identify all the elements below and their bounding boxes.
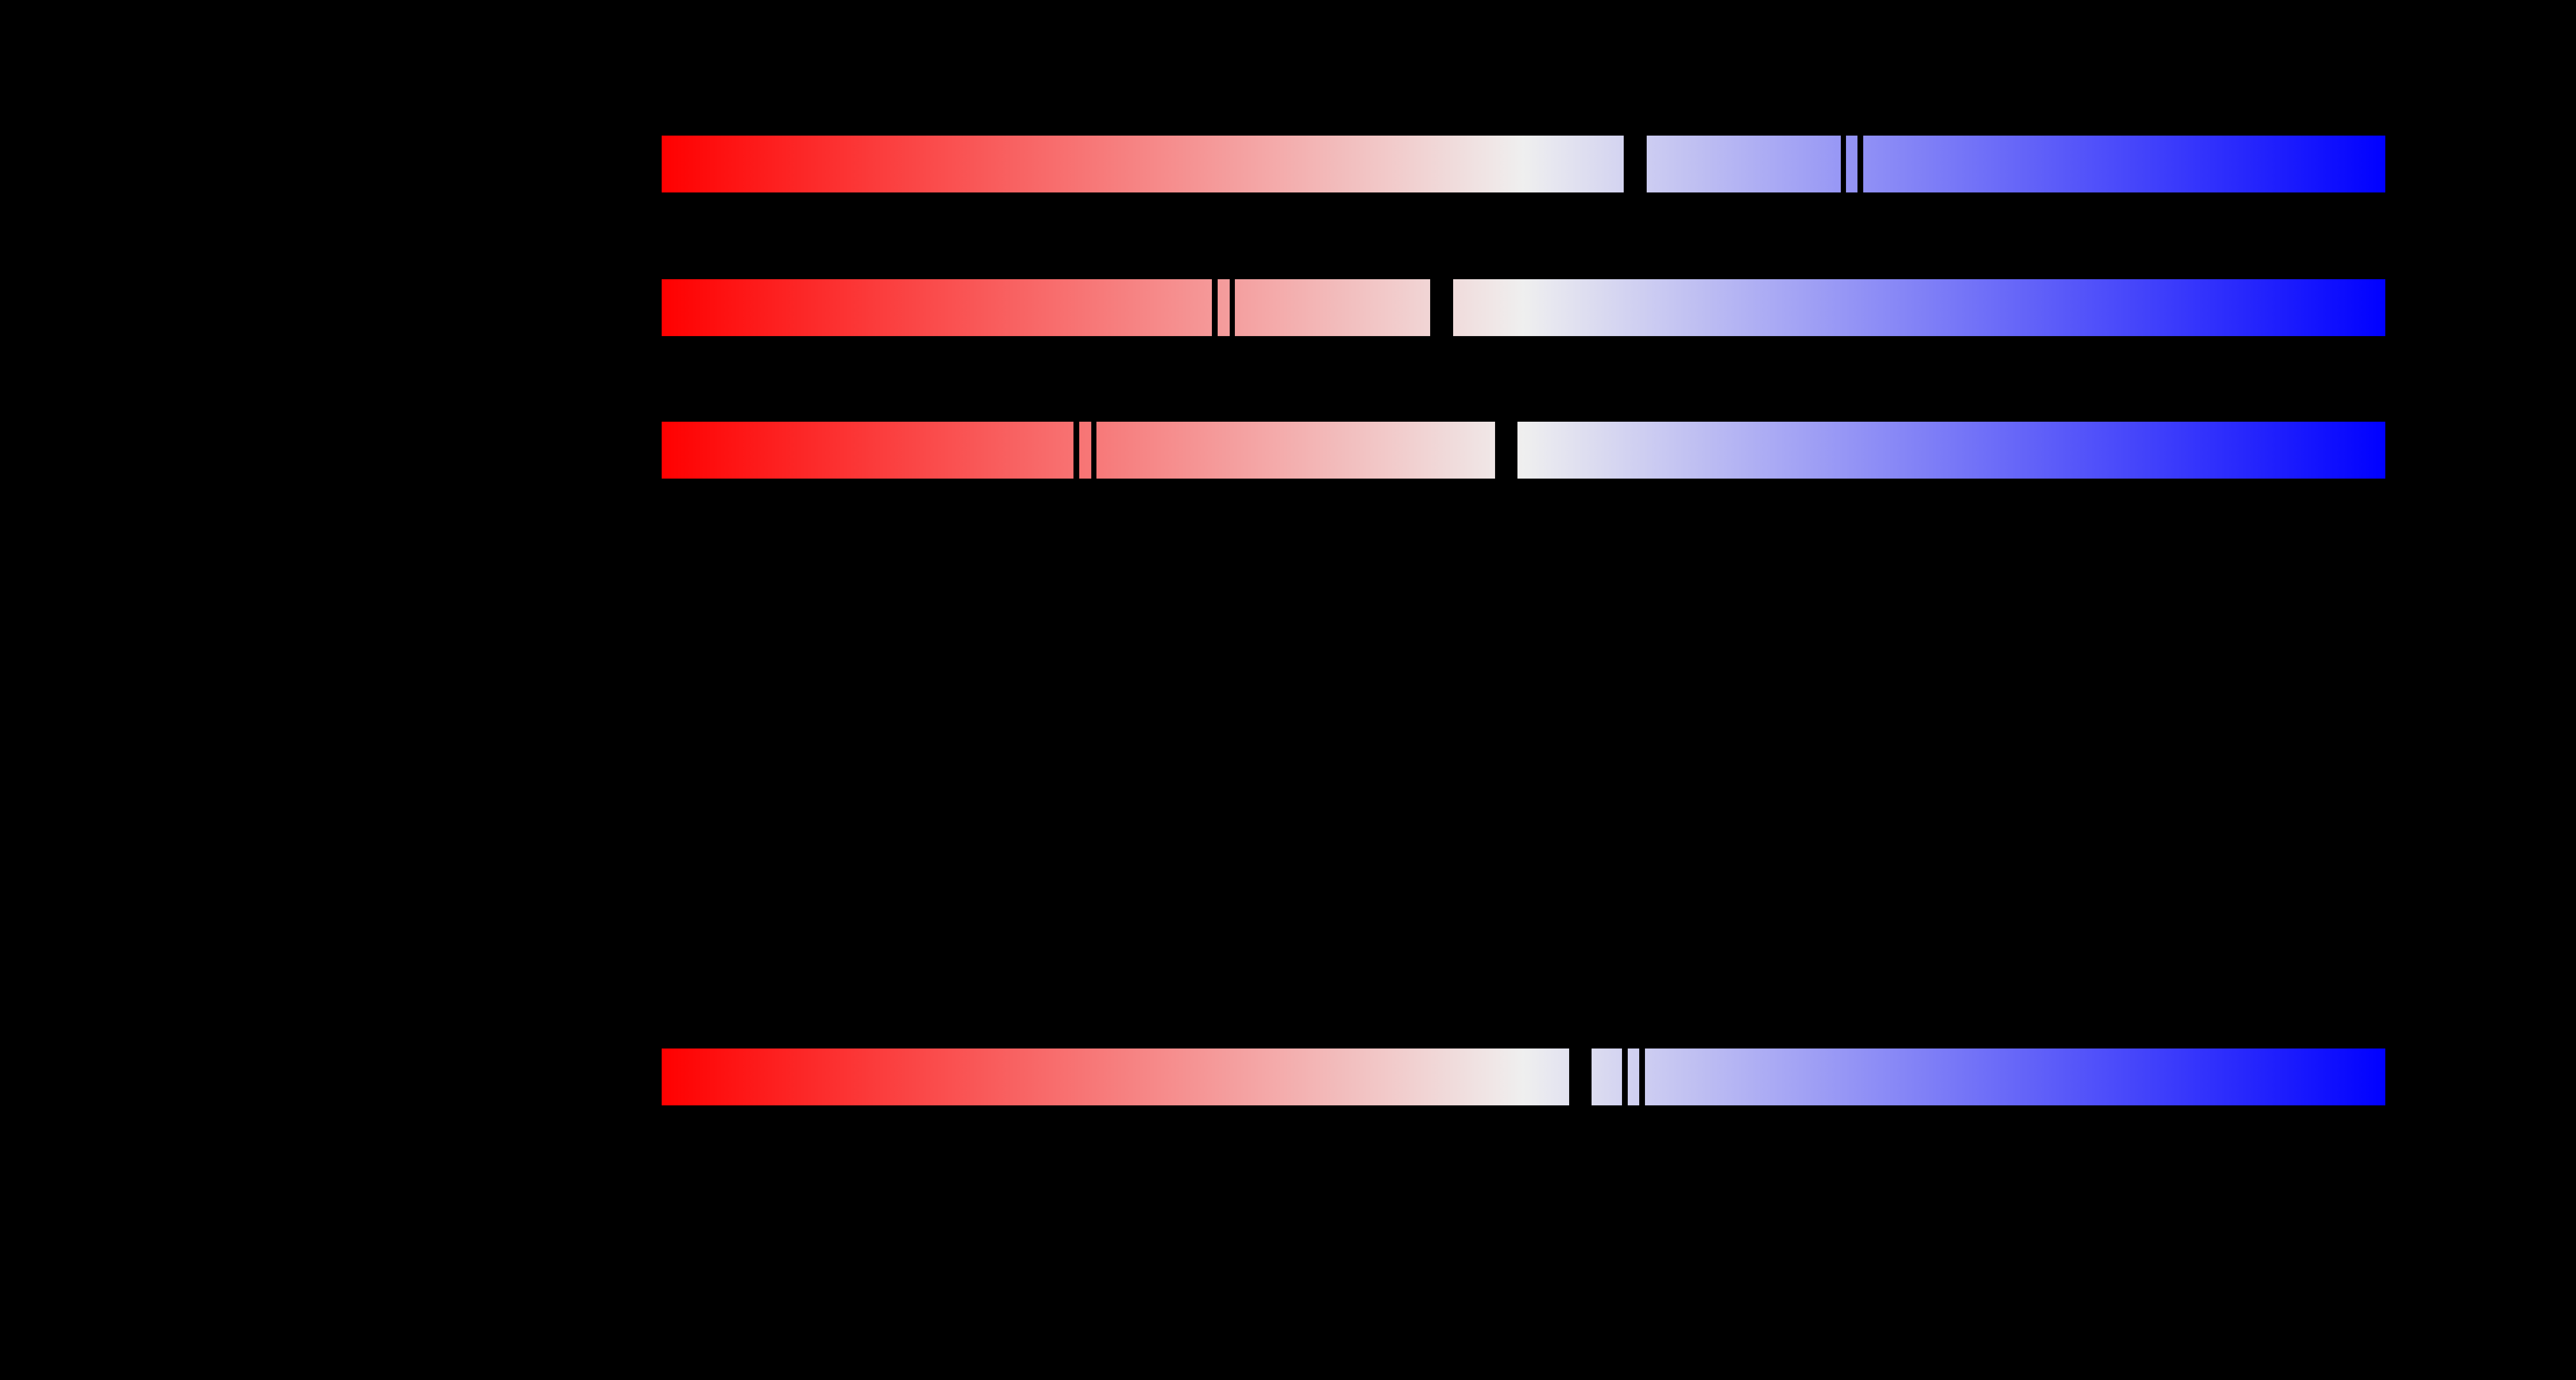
bar-gap (1624, 135, 1647, 193)
bar-gap (1430, 279, 1453, 337)
bar-divider (1073, 421, 1079, 479)
bar-gap (1569, 1048, 1592, 1106)
bar-divider (1230, 279, 1235, 337)
gradient-bar-3 (662, 421, 2385, 479)
bar-divider (1639, 1048, 1645, 1106)
bar-divider (1857, 135, 1863, 193)
bar-divider (1091, 421, 1096, 479)
gradient-bar-1 (662, 135, 2385, 193)
bar-gap (1495, 421, 1517, 479)
gradient-bar-4 (662, 1048, 2385, 1106)
bar-divider (1841, 135, 1846, 193)
gradient-bar-2 (662, 279, 2385, 337)
bar-divider (1622, 1048, 1628, 1106)
bar-divider (1212, 279, 1218, 337)
